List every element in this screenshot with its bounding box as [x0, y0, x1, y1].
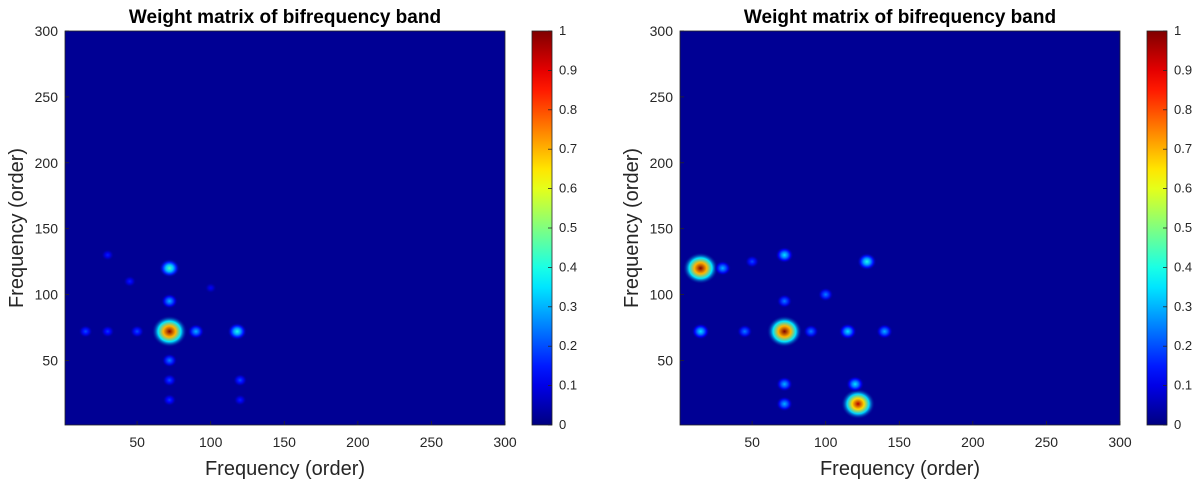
colorbar-tick-label: 0.1: [1174, 378, 1192, 393]
heatmap-peak: [233, 373, 248, 387]
heatmap-peak: [161, 353, 178, 368]
colorbar-tick-label: 0.3: [559, 299, 577, 314]
heatmap-peak: [776, 396, 793, 412]
heatmap-peak: [838, 323, 857, 340]
heatmap-peak: [846, 376, 865, 393]
axes-box: [679, 30, 1121, 426]
heatmap-peak: [775, 246, 794, 264]
colorbar-tick-label: 0.9: [559, 62, 577, 77]
chart-title: Weight matrix of bifrequency band: [744, 7, 1056, 28]
chart-panel-1: 50 100 150 200 250 300 50 100 150 200 250 300 Weight…: [6, 7, 577, 480]
colorbar-tick-label: 0.4: [559, 259, 577, 274]
y-tick-label: 250: [35, 89, 59, 105]
colorbar-tick-label: 1: [1174, 23, 1181, 38]
x-axis-label: Frequency (order): [205, 458, 365, 480]
colorbar-tick-label: 0: [559, 417, 566, 432]
heatmap-peak: [233, 394, 247, 406]
x-axis-label: Frequency (order): [820, 458, 980, 480]
heatmap-peak: [101, 249, 115, 261]
heatmap-peak: [100, 325, 115, 338]
x-tick-label: 250: [420, 434, 444, 450]
y-tick-label: 150: [35, 221, 59, 237]
heatmap-peak: [151, 315, 188, 348]
heatmap-peak: [78, 325, 93, 338]
heatmap-peak: [737, 324, 753, 339]
x-tick-label: 150: [888, 434, 912, 450]
heatmap-peak: [162, 393, 177, 407]
y-tick-label: 50: [42, 352, 58, 368]
heatmap-peak: [766, 315, 803, 348]
colorbar-tick-label: 0.6: [1174, 181, 1192, 196]
x-tick-label: 50: [129, 434, 145, 450]
colorbar-tick-label: 1: [559, 23, 566, 38]
x-tick-label: 200: [961, 434, 985, 450]
y-tick-label: 100: [650, 287, 674, 303]
colorbar-tick-label: 0.7: [1174, 141, 1192, 156]
x-tick-label: 250: [1035, 434, 1059, 450]
heatmap-peak: [776, 294, 793, 309]
colorbar-tick-label: 0.9: [1174, 62, 1192, 77]
heatmap-peak: [691, 323, 710, 340]
heatmap-peak: [776, 376, 793, 392]
y-axis-label: Frequency (order): [621, 148, 643, 308]
x-tick-label: 100: [814, 434, 838, 450]
colorbar-tick-label: 0.8: [559, 102, 577, 117]
heatmap-peak: [162, 373, 177, 387]
x-tick-label: 150: [273, 434, 297, 450]
heatmap-peak: [745, 255, 760, 268]
plot-area: [65, 31, 505, 425]
chart-panel-2: 50 100 150 200 250 300 50 100 150 200 250 300 Weight…: [621, 7, 1192, 480]
x-tick-label: 100: [199, 434, 223, 450]
heatmap-peak: [159, 258, 180, 278]
heatmap-peak: [204, 282, 217, 294]
heatmap-peak: [682, 252, 719, 285]
y-tick-label: 100: [35, 287, 59, 303]
colorbar-tick-label: 0.6: [559, 181, 577, 196]
heatmap-peak: [187, 323, 205, 339]
heatmap-peak: [161, 293, 178, 309]
y-tick-label: 300: [650, 23, 674, 39]
colorbar-tick-label: 0.4: [1174, 259, 1192, 274]
colorbar-tick-label: 0.5: [1174, 220, 1192, 235]
colorbar-tick-label: 0.7: [559, 141, 577, 156]
colorbar-tick-label: 0.1: [559, 378, 577, 393]
colorbar-tick-label: 0.5: [559, 220, 577, 235]
x-tick-label: 200: [346, 434, 370, 450]
heatmap-peak: [817, 287, 834, 302]
heatmap-peak: [130, 325, 145, 338]
heatmap-peak: [123, 275, 137, 288]
colorbar-tick-label: 0.2: [559, 338, 577, 353]
heatmap-peak: [714, 260, 732, 276]
colorbar-tick-label: 0: [1174, 417, 1181, 432]
y-tick-label: 150: [650, 221, 674, 237]
heatmap-peak: [803, 324, 819, 339]
y-tick-label: 200: [650, 155, 674, 171]
plot-area: [680, 31, 1120, 425]
colorbar-tick-label: 0.2: [1174, 338, 1192, 353]
heatmap-peak: [857, 252, 877, 271]
y-tick-label: 250: [650, 89, 674, 105]
y-tick-label: 50: [657, 352, 673, 368]
axes-box: [64, 30, 506, 426]
x-tick-label: 300: [493, 434, 517, 450]
x-tick-label: 300: [1108, 434, 1132, 450]
colorbar-tick-label: 0.8: [1174, 102, 1192, 117]
y-tick-label: 300: [35, 23, 59, 39]
y-axis-label: Frequency (order): [6, 148, 28, 308]
y-tick-label: 200: [35, 155, 59, 171]
heatmap-peak: [227, 322, 247, 341]
heatmap-peak: [876, 323, 893, 339]
chart-title: Weight matrix of bifrequency band: [129, 7, 441, 28]
colorbar-tick-label: 0.3: [1174, 299, 1192, 314]
x-tick-label: 50: [744, 434, 760, 450]
heatmap-peak: [841, 388, 876, 420]
